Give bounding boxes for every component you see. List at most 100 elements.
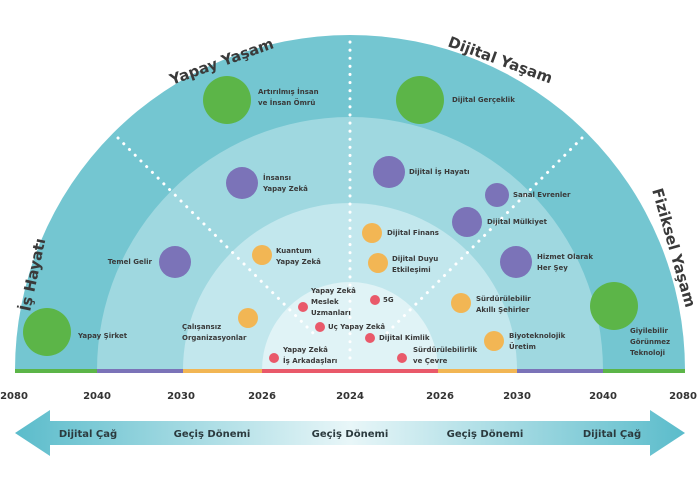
trend-label: Meslek: [311, 298, 339, 306]
trend-dot-green: [396, 76, 444, 124]
trend-label: Çalışansız: [182, 323, 221, 331]
trend-item: 5G: [370, 295, 394, 305]
trend-label: Akıllı Şehirler: [476, 306, 530, 314]
trend-label: Dijital Finans: [387, 229, 439, 237]
trend-label: Organizasyonlar: [182, 334, 247, 342]
trend-item: Sanal Evrenler: [485, 183, 571, 207]
trend-dot-orange: [484, 331, 504, 351]
era-arrow: [15, 410, 685, 456]
trend-dot-purple: [373, 156, 405, 188]
year-tick: 2040: [589, 391, 617, 402]
trend-dot-purple: [452, 207, 482, 237]
trend-item: Dijital Kimlik: [365, 333, 430, 343]
timeline-segment-green: [15, 369, 97, 373]
trend-label: İş Arkadaşları: [283, 356, 337, 365]
trend-label: Dijital Mülkiyet: [487, 218, 548, 226]
trend-label: Temel Gelir: [108, 258, 153, 266]
trend-label: Giyilebilir: [630, 327, 668, 335]
year-tick: 2080: [669, 391, 697, 402]
trend-label: Hizmet Olarak: [537, 253, 593, 261]
trend-dot-purple: [226, 167, 258, 199]
trend-item: Sürdürülebilirlik ve Çevre: [397, 346, 478, 365]
trend-label: Yapay Zekâ: [275, 258, 321, 266]
trend-item: Sürdürülebilir Akıllı Şehirler: [451, 293, 531, 314]
year-tick: 2040: [83, 391, 111, 402]
double-arrow-shape: [15, 410, 685, 456]
trend-label: Üretim: [509, 342, 536, 351]
trend-label: Yapay Zekâ: [282, 346, 328, 354]
year-axis: 2080 2040 2030 2026 2024 2026 2030 2040 2080: [0, 391, 697, 402]
trend-label: Görünmez: [630, 338, 670, 346]
trend-label: Dijital İş Hayatı: [409, 167, 470, 176]
timeline-segment-red: [262, 369, 438, 373]
trend-dot-orange: [238, 308, 258, 328]
trend-item: Dijital Duyu Etkileşimi: [368, 253, 438, 274]
trend-item: Yapay Zekâ Meslek Uzmanları: [298, 287, 356, 317]
year-tick: 2026: [248, 391, 276, 402]
trend-label: Biyoteknolojik: [509, 332, 566, 340]
trend-item: Hizmet Olarak Her Şey: [500, 246, 593, 278]
trend-item: Yapay Zekâ İş Arkadaşları: [269, 346, 337, 365]
trend-label: Her Şey: [537, 264, 568, 272]
era-label: Dijital Çağ: [583, 428, 641, 440]
trend-items: Yapay Şirket Temel Gelir Artırılmış İnsan v…: [23, 76, 670, 365]
trend-dot-red: [365, 333, 375, 343]
trend-item: Dijital Finans: [362, 223, 439, 243]
trend-item: Kuantum Yapay Zekâ: [252, 245, 321, 266]
trend-item: Biyoteknolojik Üretim: [484, 331, 566, 351]
trend-dot-purple: [500, 246, 532, 278]
trend-dot-red: [298, 302, 308, 312]
trend-label: Artırılmış İnsan: [258, 87, 319, 96]
year-tick: 2080: [0, 391, 28, 402]
trend-label: Yapay Şirket: [77, 332, 128, 340]
trend-label: Etkileşimi: [392, 266, 431, 274]
dotted-dividers: [116, 40, 584, 364]
trend-label: Yapay Zekâ: [310, 287, 356, 295]
divider-left: [116, 136, 317, 337]
trend-dot-green: [23, 308, 71, 356]
trend-label: Sanal Evrenler: [513, 191, 571, 199]
trend-dot-orange: [451, 293, 471, 313]
year-tick: 2024: [336, 391, 364, 402]
trend-item: Dijital İş Hayatı: [373, 156, 470, 188]
trend-dot-green: [590, 282, 638, 330]
trend-dot-green: [203, 76, 251, 124]
timeline-color-bar: [15, 369, 685, 373]
trend-dot-purple: [159, 246, 191, 278]
trend-label: ve Çevre: [413, 357, 448, 365]
timeline-segment-purple: [517, 369, 603, 373]
timeline-segment-purple: [97, 369, 183, 373]
trend-item: Giyilebilir Görünmez Teknoloji: [590, 282, 670, 357]
trend-label: Yapay Zekâ: [262, 185, 308, 193]
year-tick: 2030: [503, 391, 531, 402]
trend-item: Yapay Şirket: [23, 308, 128, 356]
trend-dot-red: [269, 353, 279, 363]
trend-label: İnsansı: [263, 173, 291, 182]
divider-right: [383, 136, 584, 337]
trend-label: Uzmanları: [311, 309, 351, 317]
trend-label: ve İnsan Ömrü: [258, 98, 315, 107]
era-label: Geçiş Dönemi: [447, 429, 524, 440]
trend-item: Uç Yapay Zekâ: [315, 322, 385, 332]
trend-dot-orange: [252, 245, 272, 265]
trend-label: Kuantum: [276, 247, 312, 255]
trend-item: Temel Gelir: [108, 246, 191, 278]
trend-dot-red: [397, 353, 407, 363]
trend-label: Dijital Kimlik: [379, 334, 430, 342]
year-tick: 2026: [426, 391, 454, 402]
timeline-segment-green: [603, 369, 685, 373]
trend-label: Uç Yapay Zekâ: [328, 323, 385, 331]
trend-dot-orange: [368, 253, 388, 273]
trend-label: Dijital Gerçeklik: [452, 96, 515, 104]
trend-item: Çalışansız Organizasyonlar: [182, 308, 258, 342]
trend-label: Sürdürülebilir: [476, 295, 531, 303]
trend-item: İnsansı Yapay Zekâ: [226, 167, 308, 199]
trend-dot-orange: [362, 223, 382, 243]
trend-label: Sürdürülebilirlik: [413, 346, 478, 354]
timeline-segment-orange: [183, 369, 262, 373]
era-label: Geçiş Dönemi: [312, 429, 389, 440]
trend-dot-red: [315, 322, 325, 332]
era-label: Dijital Çağ: [59, 428, 117, 440]
trend-item: Dijital Mülkiyet: [452, 207, 548, 237]
